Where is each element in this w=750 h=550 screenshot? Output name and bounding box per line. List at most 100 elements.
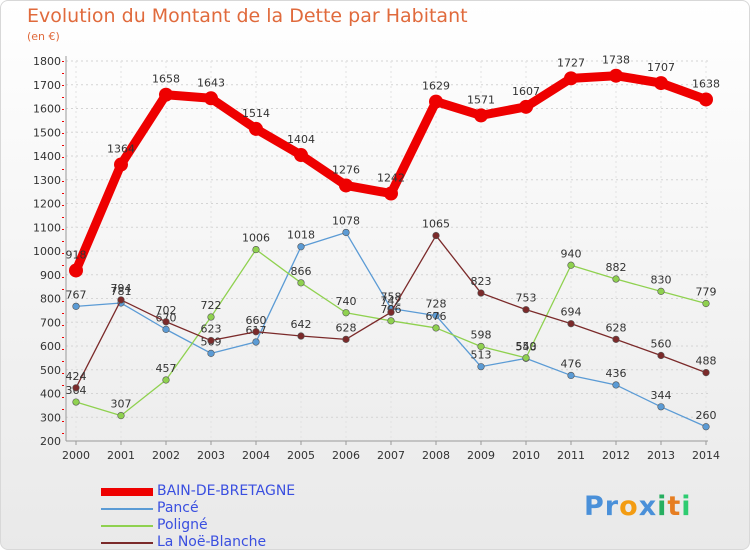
y-tick-label: 800 — [40, 293, 61, 306]
x-tick-label: 2005 — [287, 449, 315, 462]
data-label: 740 — [336, 295, 357, 308]
data-label: 866 — [291, 265, 312, 278]
legend-label: BAIN-DE-BRETAGNE — [157, 483, 296, 499]
data-label: 794 — [111, 282, 132, 295]
data-label: 940 — [561, 247, 582, 260]
x-tick-label: 2014 — [692, 449, 720, 462]
y-tick-label: 600 — [40, 340, 61, 353]
data-point — [342, 309, 350, 317]
data-label: 823 — [471, 275, 492, 288]
data-point — [702, 299, 710, 308]
data-label: 1727 — [557, 56, 585, 69]
y-tick-label: 1700 — [33, 79, 61, 92]
x-tick-label: 2010 — [512, 449, 540, 462]
data-label: 702 — [156, 304, 177, 317]
data-label: 779 — [696, 285, 717, 298]
logo-letter: o — [619, 491, 639, 522]
data-label: 753 — [516, 292, 537, 305]
data-point — [564, 71, 578, 86]
y-tick-label: 900 — [40, 269, 61, 282]
legend-swatch — [101, 508, 153, 510]
data-label: 598 — [471, 328, 492, 341]
y-tick-label: 1500 — [33, 126, 61, 139]
y-tick-label: 1200 — [33, 198, 61, 211]
data-label: 676 — [426, 310, 447, 323]
data-label: 1065 — [422, 218, 450, 231]
data-label: 758 — [381, 290, 402, 303]
y-tick-label: 1000 — [33, 245, 61, 258]
data-label: 1638 — [692, 77, 720, 90]
data-point — [387, 308, 395, 316]
y-tick-label: 1300 — [33, 174, 61, 187]
data-point — [477, 289, 485, 297]
data-label: 560 — [651, 338, 672, 351]
data-label: 1006 — [242, 232, 270, 245]
data-point — [342, 335, 350, 343]
logo-letter: r — [604, 491, 620, 522]
data-point — [567, 261, 575, 269]
data-point — [252, 328, 260, 336]
data-label: 1242 — [377, 172, 405, 185]
data-label: 1643 — [197, 76, 225, 89]
data-label: 642 — [291, 318, 312, 331]
data-point — [342, 228, 350, 237]
data-point — [657, 287, 665, 295]
x-tick-label: 2012 — [602, 449, 630, 462]
data-label: 436 — [606, 367, 627, 380]
data-label: 344 — [651, 389, 672, 402]
data-label: 694 — [561, 306, 582, 319]
data-point — [117, 411, 125, 420]
data-point — [654, 76, 668, 91]
legend-swatch — [101, 542, 153, 544]
data-point — [657, 351, 665, 360]
x-tick-label: 2001 — [107, 449, 135, 462]
data-point — [207, 336, 215, 345]
legend-swatch — [101, 525, 153, 527]
logo-letter: i — [681, 491, 692, 522]
data-point — [159, 87, 173, 102]
data-point — [162, 325, 170, 333]
data-label: 1738 — [602, 54, 630, 67]
data-label: 457 — [156, 362, 177, 375]
legend-label: Poligné — [157, 517, 208, 533]
y-tick-label: 200 — [40, 435, 61, 448]
data-label: 1607 — [512, 85, 540, 98]
x-tick-label: 2011 — [557, 449, 585, 462]
data-point — [522, 306, 530, 314]
data-point — [702, 369, 710, 377]
data-point — [294, 148, 308, 163]
data-point — [249, 121, 263, 136]
data-point — [117, 296, 125, 304]
data-point — [162, 318, 170, 326]
data-label: 548 — [516, 340, 537, 353]
data-label: 1707 — [647, 61, 675, 74]
legend-label: Pancé — [157, 500, 199, 516]
data-label: 1629 — [422, 80, 450, 93]
data-label: 1078 — [332, 214, 360, 227]
y-tick-label: 1800 — [33, 55, 61, 68]
data-label: 513 — [471, 349, 492, 362]
data-label: 1514 — [242, 107, 270, 120]
data-point — [252, 245, 260, 254]
x-tick-label: 2004 — [242, 449, 270, 462]
data-label: 1658 — [152, 73, 180, 86]
data-point — [702, 423, 710, 431]
data-label: 476 — [561, 357, 582, 370]
chart-title: Evolution du Montant de la Dette par Hab… — [27, 5, 468, 27]
data-label: 628 — [606, 321, 627, 334]
data-point — [612, 275, 620, 283]
chart-subtitle: (en €) — [27, 30, 60, 43]
data-label: 1404 — [287, 133, 315, 146]
data-label: 660 — [246, 314, 267, 327]
x-tick-label: 2006 — [332, 449, 360, 462]
data-point — [522, 354, 530, 362]
x-tick-label: 2007 — [377, 449, 405, 462]
y-tick-label: 1400 — [33, 150, 61, 163]
data-point — [72, 398, 80, 406]
x-tick-label: 2009 — [467, 449, 495, 462]
data-label: 628 — [336, 321, 357, 334]
logo-letter: t — [667, 491, 682, 522]
y-tick-label: 700 — [40, 316, 61, 329]
